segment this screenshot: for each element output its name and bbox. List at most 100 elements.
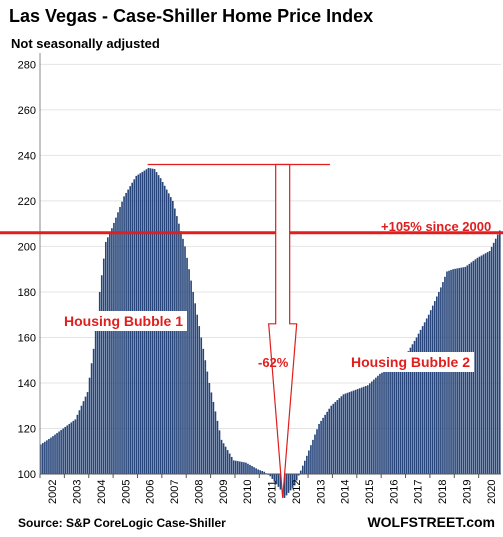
bar (401, 359, 404, 474)
bar (52, 436, 54, 474)
bar (234, 460, 237, 474)
bar (56, 433, 58, 474)
axes (39, 53, 501, 478)
x-tick-label: 2020 (486, 480, 498, 504)
bar (377, 375, 379, 474)
bar (322, 417, 324, 474)
bar (273, 474, 276, 482)
bar (419, 329, 422, 474)
bar (429, 310, 432, 474)
bar (310, 445, 312, 474)
bar (478, 256, 481, 474)
bar (253, 467, 255, 474)
x-tick-label: 2013 (315, 480, 327, 504)
bar (218, 430, 221, 474)
y-tick-labels: 100 120 140 160 180 200 220 240 260 280 (18, 59, 36, 481)
bar (423, 322, 426, 474)
y-tick-label: 180 (18, 287, 36, 299)
bar (279, 474, 282, 490)
bar (245, 462, 247, 474)
bar (241, 461, 243, 474)
bar (346, 392, 349, 474)
bar (174, 208, 176, 474)
bar (188, 269, 190, 474)
y-tick-label: 260 (18, 105, 36, 117)
bar (94, 329, 97, 474)
bar (78, 410, 81, 474)
bar (438, 291, 440, 474)
x-tick-label: 2010 (242, 480, 254, 504)
drop-arrow (268, 163, 298, 498)
bar (90, 363, 93, 474)
bar (70, 422, 73, 474)
bar (338, 398, 341, 474)
y-tick-label: 100 (18, 469, 36, 481)
bar (257, 469, 259, 474)
bar (198, 326, 201, 474)
bar (293, 474, 296, 486)
bar (180, 231, 182, 474)
bar (391, 367, 393, 474)
bar (104, 241, 107, 474)
bar (448, 270, 450, 474)
bar (344, 393, 347, 474)
bar (194, 303, 196, 474)
x-tick-label: 2007 (169, 480, 181, 504)
bar (202, 348, 205, 474)
bar (285, 474, 288, 496)
bar (50, 437, 52, 474)
bar (409, 347, 412, 474)
bar (121, 201, 123, 474)
bar (283, 474, 286, 498)
bar (46, 440, 48, 474)
bar (80, 405, 83, 474)
bar (243, 462, 245, 474)
bar (324, 414, 326, 474)
x-tick-label: 2017 (413, 480, 425, 504)
bar (220, 439, 223, 474)
bar (484, 253, 487, 474)
x-tick-label: 2015 (364, 480, 376, 504)
bar (109, 232, 111, 474)
bar (364, 386, 367, 474)
bar (342, 394, 345, 474)
bar (261, 470, 263, 474)
bar (247, 463, 249, 474)
bar (413, 340, 416, 474)
bar (178, 223, 180, 474)
bar (210, 392, 213, 474)
bar (397, 362, 400, 474)
bar (230, 456, 233, 474)
bar (44, 441, 46, 474)
y-tick-label: 140 (18, 378, 36, 390)
bar (415, 337, 418, 474)
bar (350, 391, 353, 474)
bar (352, 390, 355, 474)
bar (100, 275, 103, 474)
bar (251, 466, 253, 474)
bar (76, 414, 79, 474)
bar (425, 318, 428, 474)
bar (98, 291, 101, 474)
bar (312, 439, 314, 474)
bar (263, 471, 266, 474)
bar (297, 474, 300, 476)
bar (494, 238, 497, 474)
bar (306, 455, 308, 474)
bar (182, 238, 184, 474)
x-tick-label: 2002 (47, 480, 59, 504)
bar (208, 382, 211, 474)
bar (480, 255, 483, 474)
bar (111, 228, 113, 474)
bar (236, 461, 239, 474)
y-tick-label: 240 (18, 150, 36, 162)
bar (42, 443, 44, 474)
bar (474, 259, 477, 474)
annotation-since-2000: +105% since 2000 (381, 219, 492, 234)
bar (368, 383, 371, 474)
bar (387, 369, 389, 474)
bar (336, 400, 339, 474)
bar (332, 403, 335, 474)
bar (58, 431, 60, 474)
bar (255, 468, 257, 474)
